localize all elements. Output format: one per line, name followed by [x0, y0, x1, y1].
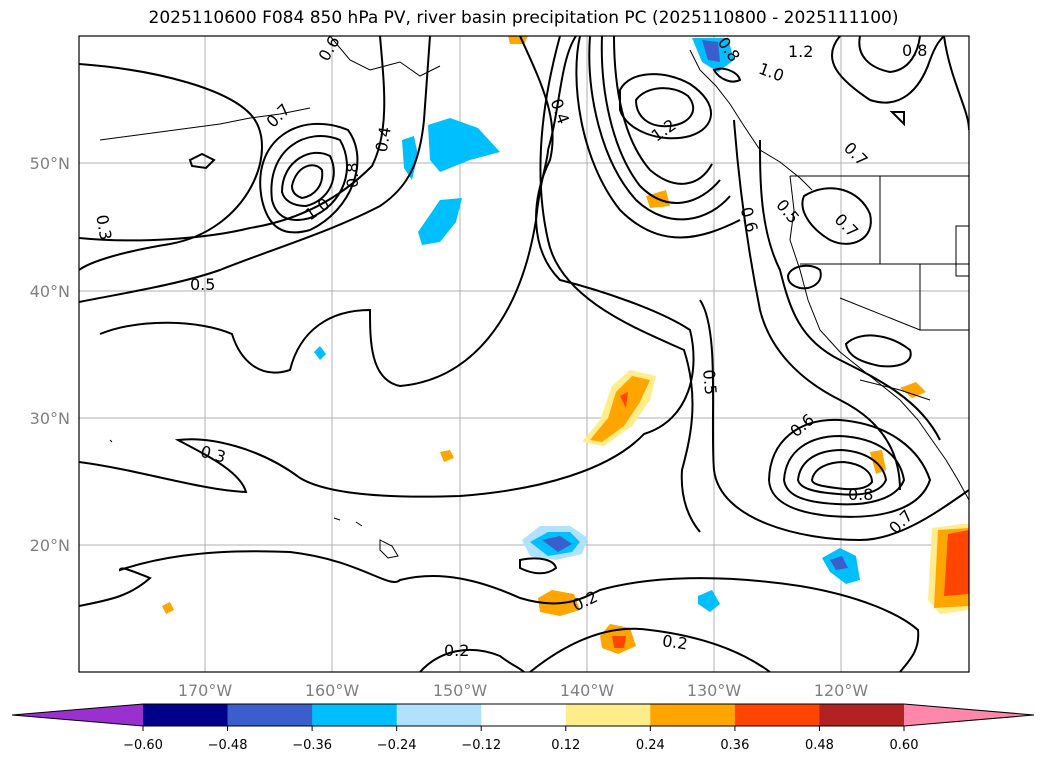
lon-label: 150°W: [433, 681, 488, 700]
colorbar-segment: [227, 704, 313, 726]
contour-label: 1.2: [788, 42, 813, 61]
latitude-labels: 50°N 40°N 30°N 20°N: [30, 154, 70, 555]
map-plot-area: [79, 36, 969, 672]
contour-label: 0.4: [372, 125, 395, 153]
lon-label: 130°W: [687, 681, 742, 700]
precip-negative-shading: [314, 38, 860, 612]
colorbar-tick-label: −0.12: [461, 738, 501, 753]
contour-label: 0.5: [699, 369, 720, 396]
graticule: [79, 36, 969, 672]
colorbar-segment: [396, 704, 482, 726]
contour-label: 0.2: [661, 631, 689, 653]
contour-label: 0.2: [444, 641, 469, 660]
map-title: 2025110600 F084 850 hPa PV, river basin …: [148, 8, 899, 28]
lat-label: 20°N: [30, 536, 70, 555]
pv-contours: [79, 36, 969, 672]
contour-label: 0.8: [902, 41, 927, 60]
lon-label: 140°W: [560, 681, 615, 700]
colorbar-tick-label: −0.24: [377, 738, 417, 753]
colorbar-segment: [481, 704, 567, 726]
lat-label: 30°N: [30, 409, 70, 428]
colorbar-tick-label: 0.24: [636, 738, 665, 753]
lat-label: 40°N: [30, 282, 70, 301]
colorbar-tick-label: 0.60: [890, 738, 919, 753]
colorbar-segment: [12, 704, 143, 726]
colorbar-segment: [904, 704, 1034, 726]
colorbar-segment: [734, 704, 820, 726]
contour-label: 0.5: [190, 275, 215, 294]
lat-label: 50°N: [30, 154, 70, 173]
colorbar-segment: [565, 704, 651, 726]
colorbar-tick-label: −0.60: [123, 738, 163, 753]
longitude-labels: 170°W 160°W 150°W 140°W 130°W 120°W: [178, 681, 869, 700]
colorbar-tick-label: −0.36: [292, 738, 332, 753]
colorbar-segment: [143, 704, 229, 726]
colorbar-tick-label: 0.48: [805, 738, 834, 753]
colorbar-segment: [819, 704, 905, 726]
colorbar-tick-label: −0.48: [208, 738, 248, 753]
lon-label: 170°W: [178, 681, 233, 700]
colorbar: −0.60 −0.48 −0.36 −0.24 −0.12 0.12 0.24 0.36 0.4…: [11, 703, 1035, 753]
colorbar-tick-label: 0.36: [720, 738, 749, 753]
colorbar-segment: [312, 704, 398, 726]
contour-label: 0.3: [92, 213, 115, 241]
map-frame: [78, 35, 970, 673]
colorbar-tick-label: 0.12: [551, 738, 580, 753]
lon-label: 120°W: [814, 681, 869, 700]
lon-label: 160°W: [305, 681, 360, 700]
contour-label: 0.8: [343, 163, 362, 188]
colorbar-segment: [650, 704, 736, 726]
coastlines: [99, 36, 969, 559]
contour-label: 0.8: [848, 485, 873, 504]
